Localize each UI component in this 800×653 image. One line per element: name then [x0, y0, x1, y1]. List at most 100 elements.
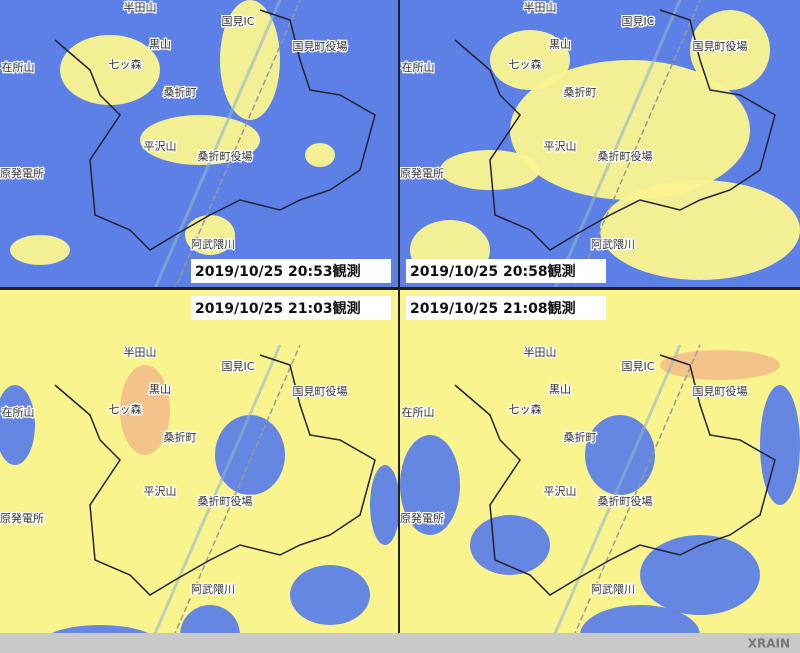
timestamp-box: [406, 296, 606, 320]
road: [153, 344, 282, 633]
logo: XRAIN: [748, 637, 790, 651]
place-label: 半田山: [524, 345, 557, 359]
place-label: 平沢山: [544, 484, 577, 498]
footer-bar: [0, 633, 800, 653]
rain-area: [220, 0, 280, 120]
place-label: 桑折町: [564, 430, 597, 444]
place-label: 国見町役場: [293, 39, 348, 53]
timestamp: 2019/10/25 20:58観測: [410, 263, 576, 280]
rain-area: [510, 60, 750, 200]
railway: [574, 0, 701, 287]
railway: [174, 0, 301, 287]
place-label: 在所山: [2, 61, 35, 74]
rain-area: [690, 10, 770, 90]
place-label: 平沢山: [144, 484, 177, 498]
place-label: 桑折町役場: [198, 149, 253, 163]
timestamp-box: [406, 259, 606, 283]
rain-area: [400, 435, 460, 535]
timestamp: 2019/10/25 20:53観測: [195, 263, 361, 280]
place-label: 阿武隈川: [191, 583, 235, 596]
place-label: 平沢山: [544, 139, 577, 153]
place-label: 七ッ森: [109, 57, 142, 71]
rain-area: [215, 415, 285, 495]
place-label: 半田山: [524, 0, 557, 14]
rain-area: [370, 465, 398, 545]
place-label: 国見IC: [622, 360, 655, 373]
railway: [174, 344, 301, 633]
rain-area: [0, 385, 35, 465]
place-label: 七ッ森: [109, 402, 142, 416]
place-label: 原発電所: [0, 511, 44, 525]
place-label: 国見IC: [222, 15, 255, 28]
place-label: 半田山: [124, 0, 157, 14]
rain-area: [52, 625, 148, 633]
rain-area: [640, 535, 760, 615]
place-label: 在所山: [402, 406, 435, 419]
boundary: [54, 354, 376, 596]
place-label: 黒山: [549, 383, 571, 396]
place-label: 原発電所: [400, 166, 444, 180]
timestamp-box: [191, 296, 391, 320]
place-label: 桑折町役場: [198, 494, 253, 508]
place-label: 国見町役場: [293, 384, 348, 398]
place-label: 国見IC: [622, 15, 655, 28]
rain-area: [290, 565, 370, 625]
rain-area: [120, 365, 170, 455]
rain-area: [600, 180, 800, 280]
place-label: 半田山: [124, 345, 157, 359]
rain-area: [305, 143, 335, 167]
road: [553, 344, 682, 633]
place-label: 黒山: [149, 38, 171, 51]
rain-area: [760, 385, 800, 505]
place-label: 桑折町役場: [598, 149, 653, 163]
rain-area: [660, 350, 780, 380]
timestamp-box: [191, 259, 391, 283]
rain-area: [585, 415, 655, 495]
place-label: 国見IC: [222, 360, 255, 373]
place-label: 桑折町: [164, 85, 197, 99]
place-label: 国見町役場: [693, 39, 748, 53]
boundary: [454, 354, 776, 596]
place-label: 国見町役場: [693, 384, 748, 398]
railway: [574, 344, 701, 633]
rain-area: [60, 35, 160, 105]
place-label: 原発電所: [0, 166, 44, 180]
place-label: 原発電所: [400, 511, 444, 525]
rain-area: [180, 605, 240, 633]
timestamp: 2019/10/25 21:03観測: [195, 300, 361, 317]
road: [153, 0, 282, 287]
place-label: 平沢山: [144, 139, 177, 153]
place-label: 桑折町: [564, 85, 597, 99]
place-label: 阿武隈川: [591, 238, 635, 251]
place-label: 七ッ森: [509, 402, 542, 416]
boundary: [454, 9, 776, 251]
boundary: [54, 9, 376, 251]
rain-area: [580, 605, 700, 633]
rain-area: [440, 150, 540, 190]
place-label: 黒山: [549, 38, 571, 51]
place-label: 阿武隈川: [591, 583, 635, 596]
road: [553, 0, 682, 287]
rain-area: [490, 30, 570, 90]
rain-area: [185, 215, 235, 255]
place-label: 七ッ森: [509, 57, 542, 71]
timestamp: 2019/10/25 21:08観測: [410, 300, 576, 317]
place-label: 阿武隈川: [191, 238, 235, 251]
rain-area: [470, 515, 550, 575]
place-label: 黒山: [149, 383, 171, 396]
place-label: 在所山: [402, 61, 435, 74]
place-label: 在所山: [2, 406, 35, 419]
place-label: 桑折町: [164, 430, 197, 444]
place-label: 桑折町役場: [598, 494, 653, 508]
rain-area: [10, 235, 70, 265]
rain-area: [140, 115, 260, 165]
